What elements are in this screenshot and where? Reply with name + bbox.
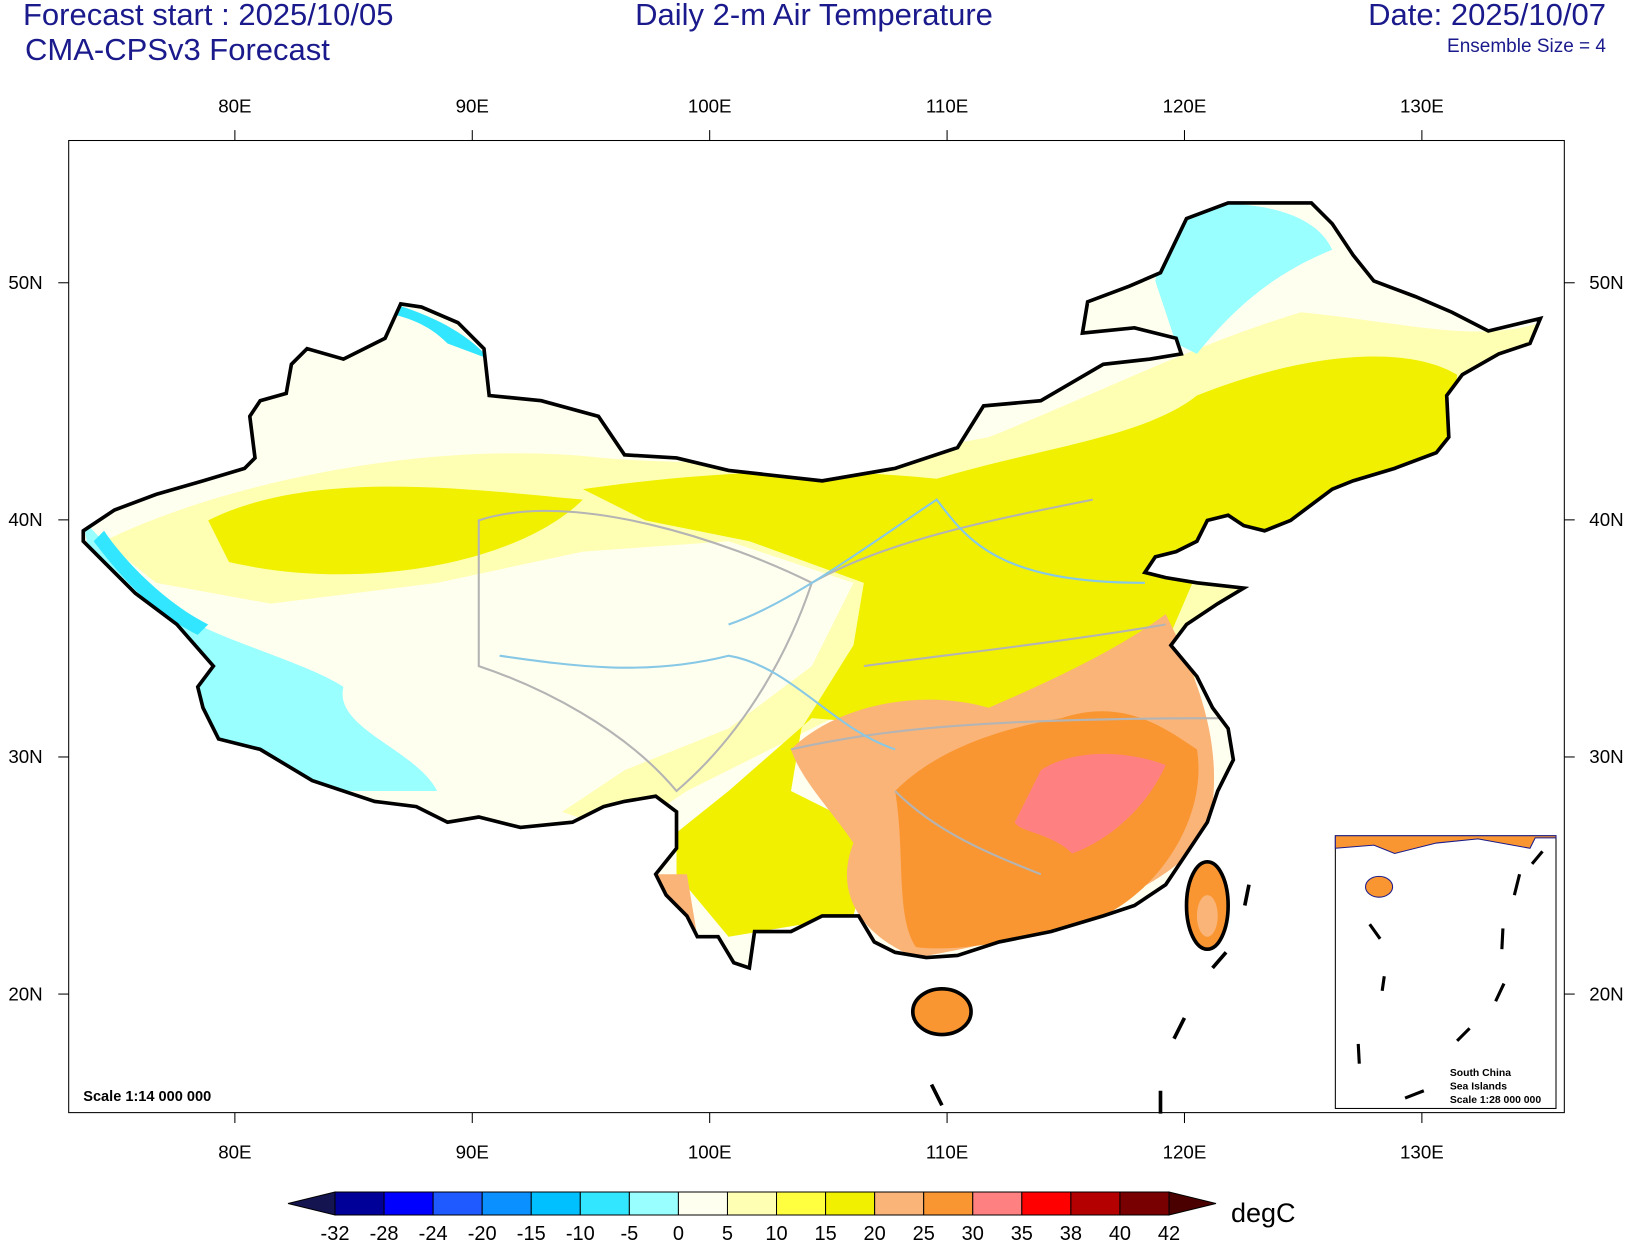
colorbar-box — [579, 1191, 630, 1216]
colorbar-label: -15 — [517, 1223, 546, 1241]
lon-tick-label: 110E — [926, 95, 968, 116]
colorbar-unit: degC — [1231, 1198, 1296, 1228]
colorbar-label: -32 — [321, 1223, 350, 1241]
lat-tick-label: 30N — [8, 746, 42, 767]
lat-tick-label: 20N — [1589, 983, 1623, 1004]
lat-tick-label: 40N — [1589, 509, 1623, 530]
lon-tick-label: 130E — [1400, 95, 1444, 116]
colorbar-box — [825, 1191, 876, 1216]
colorbar-box — [1021, 1191, 1072, 1216]
colorbar-label: -10 — [566, 1223, 595, 1241]
colorbar-label: 30 — [962, 1223, 984, 1241]
main-title: Daily 2-m Air Temperature — [635, 0, 993, 32]
lon-tick-label: 120E — [1163, 1141, 1207, 1162]
colorbar-label: 38 — [1060, 1223, 1082, 1241]
lon-tick-label: 90E — [456, 95, 489, 116]
lat-tick-label: 40N — [8, 509, 42, 530]
colorbar-label: 25 — [913, 1223, 935, 1241]
colorbar-label: 0 — [673, 1223, 684, 1241]
colorbar-label: -24 — [419, 1223, 448, 1241]
colorbar-box — [874, 1191, 925, 1216]
model-name: CMA-CPSv3 Forecast — [25, 32, 330, 67]
lon-tick-label: 80E — [218, 95, 251, 116]
colorbar-label: 15 — [814, 1223, 836, 1241]
colorbar-box — [481, 1191, 532, 1216]
inset-hainan — [1365, 875, 1394, 898]
colorbar-label: 20 — [864, 1223, 886, 1241]
axes: 80E 80E 90E 90E 100E 100E 110E 110E 120E 120E 130E… — [8, 95, 1623, 1162]
colorbar-box — [383, 1191, 434, 1216]
colorbar-label: -28 — [370, 1223, 399, 1241]
lat-tick-label: 50N — [8, 272, 42, 293]
inset-text-line: Scale 1:28 000 000 — [1450, 1095, 1542, 1106]
map: South China Sea Islands Scale 1:28 000 000… — [8, 95, 1623, 1162]
colorbar-under — [287, 1191, 336, 1216]
colorbar: -32 -28 -24 -20 -15 -10 -5 0 5 10 15 20 25 30 35 38 40 42… — [287, 1191, 1296, 1245]
inset-coast — [1334, 835, 1557, 855]
lat-tick-label: 50N — [1589, 272, 1623, 293]
inset-text-line: Sea Islands — [1450, 1082, 1507, 1093]
colorbar-box — [530, 1191, 581, 1216]
colorbar-box — [1119, 1191, 1170, 1216]
colorbar-box — [432, 1191, 483, 1216]
scale-label: Scale 1:14 000 000 — [83, 1089, 211, 1105]
forecast-start: Forecast start : 2025/10/05 — [23, 0, 394, 32]
colorbar-box — [677, 1191, 728, 1216]
inset-caption: South China Sea Islands Scale 1:28 000 000 — [1450, 1068, 1542, 1106]
colorbar-label: 35 — [1011, 1223, 1033, 1241]
lon-tick-label: 120E — [1163, 95, 1207, 116]
colorbar-box — [972, 1191, 1023, 1216]
colorbar-box — [334, 1191, 385, 1216]
colorbar-label: -20 — [468, 1223, 497, 1241]
lon-tick-label: 100E — [688, 1141, 732, 1162]
colorbar-label: 42 — [1158, 1223, 1180, 1241]
lon-tick-label: 90E — [456, 1141, 489, 1162]
colorbar-box — [628, 1191, 679, 1216]
lon-tick-label: 110E — [926, 1141, 968, 1162]
colorbar-box — [923, 1191, 974, 1216]
inset-frame — [1334, 835, 1557, 1109]
colorbar-label: 5 — [722, 1223, 733, 1241]
colorbar-box — [726, 1191, 778, 1216]
colorbar-box — [776, 1191, 827, 1216]
lon-tick-label: 80E — [218, 1141, 251, 1162]
colorbar-label: 10 — [765, 1223, 787, 1241]
lon-tick-label: 130E — [1400, 1141, 1444, 1162]
nine-dash-line — [929, 884, 1251, 1114]
lat-tick-label: 20N — [8, 983, 42, 1004]
valid-date: Date: 2025/10/07 — [1368, 0, 1606, 32]
colorbar-over — [1168, 1191, 1217, 1216]
inset-text-line: South China — [1450, 1068, 1511, 1079]
header: Forecast start : 2025/10/05 CMA-CPSv3 Fo… — [23, 0, 1606, 67]
lon-tick-label: 100E — [688, 95, 732, 116]
ensemble-size: Ensemble Size = 4 — [1447, 36, 1606, 57]
colorbar-label: -5 — [620, 1223, 638, 1241]
colorbar-box — [1070, 1191, 1121, 1216]
lat-tick-label: 30N — [1589, 746, 1623, 767]
colorbar-label: 40 — [1109, 1223, 1131, 1241]
inset-nine-dash — [1356, 850, 1544, 1100]
